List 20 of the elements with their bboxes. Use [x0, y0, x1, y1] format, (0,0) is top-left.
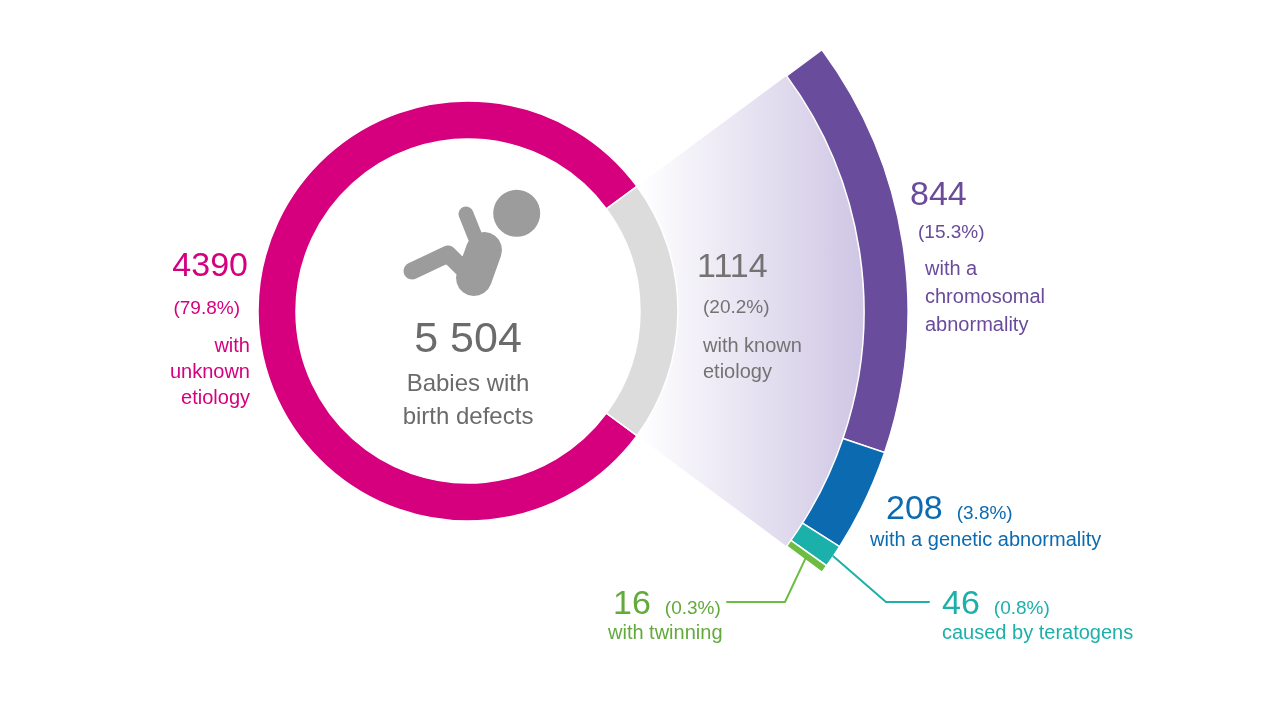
data-label: 46 — [942, 583, 980, 621]
category-label: with a genetic abnormality — [869, 528, 1102, 550]
slice-label: with known etiology — [702, 334, 802, 382]
text: Babies with birth defects — [402, 369, 534, 429]
data-label: 208 — [886, 488, 943, 526]
data-label: 4390 — [172, 245, 248, 283]
text: (15.3%) — [918, 221, 985, 242]
text: (79.8%) — [173, 297, 240, 318]
data-label: 1114 — [697, 246, 768, 284]
text: (0.3%) — [664, 597, 721, 618]
text: (0.8%) — [993, 597, 1050, 618]
text: (20.2%) — [703, 296, 770, 317]
text: 5 504 — [414, 313, 522, 361]
data-label: 844 — [910, 174, 967, 212]
category-label: with twinning — [607, 621, 723, 643]
category-label: with a chromosomal abnormality — [924, 257, 1046, 335]
text: (3.8%) — [956, 502, 1013, 523]
data-label: 16 — [613, 583, 651, 621]
category-label: caused by teratogens — [942, 621, 1134, 643]
slice-label: with unknown etiology — [169, 334, 250, 408]
